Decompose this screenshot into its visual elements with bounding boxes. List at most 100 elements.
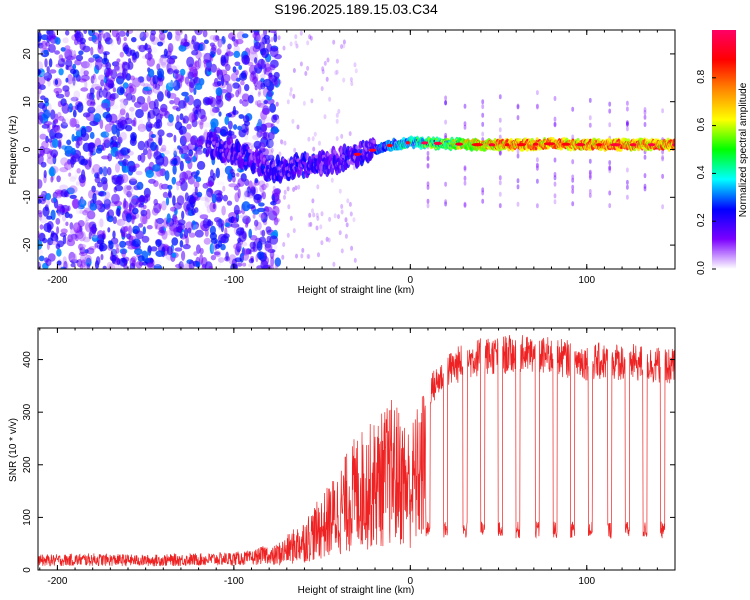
heatmap-cell (299, 61, 303, 67)
heatmap-cell (195, 211, 202, 216)
heatmap-cell (64, 48, 74, 55)
heatmap-cell (257, 92, 261, 97)
heatmap-cell (146, 262, 155, 269)
heatmap-cell (181, 210, 185, 220)
heatmap-cell (186, 123, 192, 130)
heatmap-cell (60, 189, 69, 198)
heatmap-cell (210, 46, 217, 55)
heatmap-cell (571, 184, 575, 190)
heatmap-cell (498, 150, 502, 156)
heatmap-cell (188, 144, 196, 150)
heatmap-cell (122, 165, 129, 173)
heatmap-cell (444, 119, 447, 125)
heatmap-cell (308, 212, 312, 218)
heatmap-cell (135, 30, 144, 39)
heatmap-cell (103, 32, 111, 42)
heatmap-cell (173, 147, 179, 155)
x-tick-label: 0 (408, 576, 414, 587)
heatmap-cell (75, 123, 80, 128)
heatmap-cell (111, 254, 116, 264)
heatmap-cell (218, 257, 225, 263)
heatmap-cell (41, 140, 49, 149)
heatmap-cell (38, 68, 41, 76)
heatmap-cell (139, 81, 146, 87)
heatmap-cell (536, 163, 539, 169)
heatmap-cell (128, 178, 138, 186)
heatmap-cell (106, 261, 113, 269)
spectrogram-y-ticks: -20 -10 0 10 20 (22, 48, 675, 252)
heatmap-cell (536, 157, 539, 163)
heatmap-cell (56, 175, 61, 183)
heatmap-cell (173, 69, 180, 74)
heatmap-cell (93, 113, 102, 123)
heatmap-cell (82, 209, 89, 216)
y-tick-label: 0 (22, 146, 33, 152)
heatmap-cell (215, 142, 219, 147)
heatmap-cell (196, 60, 205, 69)
heatmap-cell (183, 132, 192, 143)
heatmap-cell (256, 251, 265, 260)
heatmap-cell (84, 254, 92, 264)
heatmap-cell (216, 219, 225, 227)
heatmap-cell (61, 117, 71, 126)
heatmap-cell (94, 242, 99, 248)
heatmap-cell (111, 104, 119, 110)
heatmap-cell (169, 100, 175, 105)
heatmap-cell (320, 211, 324, 217)
heatmap-cell (179, 68, 186, 76)
heatmap-peak (504, 143, 510, 147)
heatmap-cell (94, 176, 101, 184)
heatmap-cell (120, 147, 130, 156)
heatmap-cell (65, 77, 69, 83)
heatmap-cell (153, 202, 162, 214)
heatmap-cell (141, 235, 150, 243)
heatmap-cell (223, 30, 229, 41)
heatmap-cell (643, 114, 647, 120)
heatmap-cell (444, 100, 447, 106)
heatmap-cell (137, 255, 145, 262)
y-tick-label: 400 (22, 351, 33, 368)
heatmap-cell (141, 261, 148, 266)
heatmap-cell (273, 217, 279, 226)
snr-panel: -200 -100 0 100 0 100 200 300 400 Height of str… (8, 327, 676, 596)
heatmap-peak (455, 142, 463, 146)
heatmap-cell (252, 213, 256, 219)
heatmap-cell (201, 263, 207, 269)
heatmap-cell (215, 167, 220, 179)
heatmap-cell (134, 163, 140, 168)
heatmap-cell (250, 145, 254, 151)
heatmap-cell (225, 92, 235, 99)
heatmap-cell (235, 38, 244, 45)
heatmap-cell (136, 181, 144, 190)
heatmap-cell (48, 58, 53, 68)
heatmap-cell (626, 179, 629, 185)
x-tick-label: 100 (578, 275, 595, 286)
heatmap-peak (610, 143, 621, 147)
heatmap-cell (144, 52, 153, 60)
heatmap-cell (228, 120, 233, 130)
heatmap-cell (277, 166, 281, 171)
heatmap-cell (179, 240, 184, 248)
heatmap-cell (63, 260, 68, 269)
heatmap-cell (131, 214, 135, 225)
heatmap-cell (643, 154, 647, 160)
heatmap-cell (43, 121, 53, 126)
heatmap-cell (463, 201, 467, 207)
heatmap-cell (161, 61, 167, 68)
heatmap-cell (516, 148, 520, 154)
heatmap-cell (179, 171, 189, 182)
heatmap-cell (80, 197, 85, 205)
heatmap-cell (257, 118, 262, 127)
heatmap-cell (252, 241, 256, 252)
heatmap-cell (196, 146, 203, 156)
heatmap-cell (260, 114, 266, 125)
heatmap-cell (90, 46, 94, 56)
heatmap-cell (79, 209, 84, 214)
heatmap-cell (126, 30, 134, 34)
heatmap-cell (112, 230, 116, 239)
heatmap-cell (254, 57, 258, 64)
heatmap-cell (115, 175, 124, 186)
heatmap-cell (232, 66, 237, 73)
heatmap-cell (354, 68, 358, 74)
heatmap-cell (218, 40, 224, 51)
